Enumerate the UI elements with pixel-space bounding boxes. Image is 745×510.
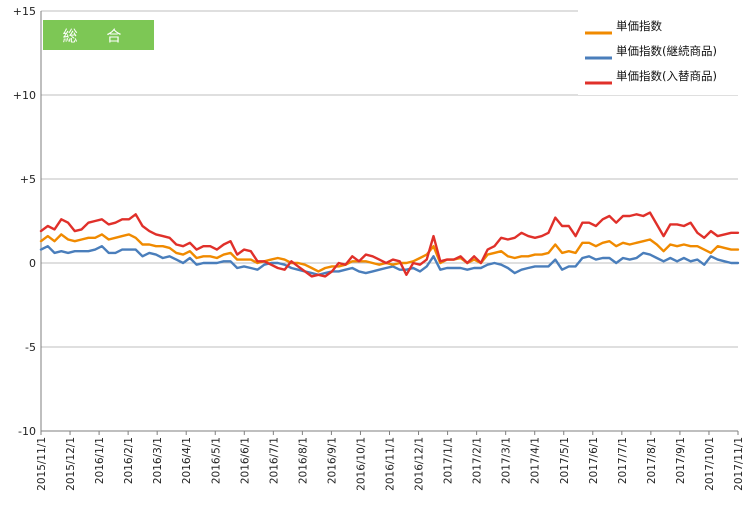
x-tick-label: 2017/8/1 — [646, 437, 658, 484]
x-tick-label: 2016/1/1 — [94, 437, 106, 484]
series-line-2 — [39, 211, 740, 278]
x-tick-label: 2016/10/1 — [355, 437, 367, 491]
x-tick-label: 2017/7/1 — [617, 437, 629, 484]
x-tick-label: 2016/8/1 — [297, 437, 309, 484]
x-tick-label: 2016/11/1 — [385, 437, 397, 491]
x-tick-label: 2016/12/1 — [414, 437, 426, 491]
y-tick-label: +10 — [13, 89, 36, 102]
x-tick-label: 2015/11/1 — [36, 437, 48, 491]
series-lines — [39, 211, 740, 278]
y-tick-label: 0 — [29, 257, 36, 270]
legend-label-0: 単価指数 — [616, 19, 662, 33]
title-badge-box — [43, 20, 154, 50]
y-tick-labels: +15 +10 +5 0 -5 -10 — [13, 5, 36, 438]
x-tick-label: 2017/2/1 — [472, 437, 484, 484]
x-tick-label: 2017/6/1 — [588, 437, 600, 484]
x-tick-label: 2016/7/1 — [268, 437, 280, 484]
y-tick-label: +5 — [20, 173, 36, 186]
title-badge-text: 総 合 — [63, 27, 134, 45]
x-tick-label: 2016/5/1 — [210, 437, 222, 484]
x-tick-label: 2016/9/1 — [326, 437, 338, 484]
y-tick-label: -10 — [18, 425, 36, 438]
series-line-0 — [39, 233, 740, 273]
x-tick-label: 2016/2/1 — [123, 437, 135, 484]
x-tick-label: 2016/6/1 — [239, 437, 251, 484]
x-tick-label: 2017/4/1 — [530, 437, 542, 484]
legend-label-2: 単価指数(入替商品) — [616, 69, 717, 83]
legend-label-1: 単価指数(継続商品) — [616, 44, 717, 58]
x-tick-label: 2017/5/1 — [559, 437, 571, 484]
x-tick-label: 2016/3/1 — [152, 437, 164, 484]
legend-background — [578, 10, 744, 95]
x-tick-label: 2015/12/1 — [65, 437, 77, 491]
series-line-1 — [39, 244, 740, 276]
x-tick-label: 2017/11/1 — [733, 437, 745, 491]
title-badge: 総 合 — [43, 20, 154, 50]
x-tick-label: 2017/3/1 — [501, 437, 513, 484]
x-tick-label: 2016/4/1 — [181, 437, 193, 484]
x-tick-labels: 2015/11/1 2015/12/1 2016/1/1 2016/2/1 2016/3… — [36, 431, 745, 491]
x-tick-label: 2017/1/1 — [443, 437, 455, 484]
y-tick-label: -5 — [25, 341, 36, 354]
x-tick-label: 2017/10/1 — [704, 437, 716, 491]
y-tick-label: +15 — [13, 5, 36, 18]
x-tick-label: 2017/9/1 — [675, 437, 687, 484]
